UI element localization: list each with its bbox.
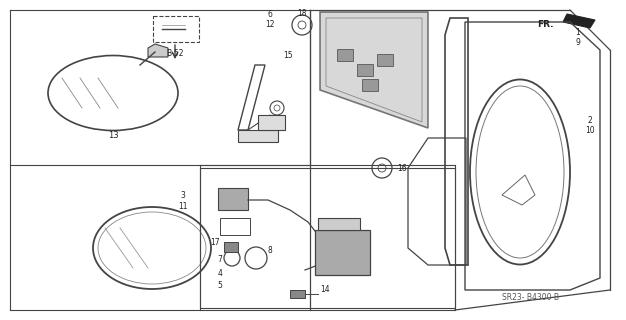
- Polygon shape: [362, 79, 378, 91]
- Text: 10: 10: [585, 125, 595, 134]
- Text: 13: 13: [108, 131, 118, 140]
- Text: 12: 12: [265, 20, 275, 28]
- Polygon shape: [315, 230, 370, 275]
- Text: FR.: FR.: [536, 20, 553, 28]
- Text: 14: 14: [320, 285, 330, 294]
- Text: 17: 17: [210, 237, 220, 246]
- Text: 5: 5: [217, 282, 222, 291]
- Polygon shape: [337, 49, 353, 61]
- Text: 18: 18: [297, 9, 307, 18]
- Text: 3: 3: [180, 190, 185, 199]
- Text: 6: 6: [267, 10, 272, 19]
- Polygon shape: [258, 115, 285, 130]
- Text: 9: 9: [575, 37, 580, 46]
- Text: 1: 1: [576, 28, 580, 36]
- Polygon shape: [238, 130, 278, 142]
- Text: 4: 4: [217, 269, 222, 278]
- Polygon shape: [357, 64, 373, 76]
- Text: 16: 16: [397, 164, 407, 172]
- Text: 11: 11: [178, 202, 188, 211]
- Text: 2: 2: [588, 116, 592, 124]
- Text: 7: 7: [217, 255, 222, 265]
- Polygon shape: [318, 218, 360, 230]
- Polygon shape: [148, 44, 168, 57]
- Polygon shape: [377, 54, 393, 66]
- Polygon shape: [224, 242, 238, 252]
- Polygon shape: [290, 290, 305, 298]
- Polygon shape: [320, 12, 428, 128]
- Polygon shape: [218, 188, 248, 210]
- Text: 15: 15: [283, 51, 293, 60]
- Text: SR23- B4300 B: SR23- B4300 B: [501, 293, 558, 302]
- Polygon shape: [563, 14, 595, 28]
- Text: 8: 8: [268, 245, 273, 254]
- Text: B-52: B-52: [167, 49, 184, 58]
